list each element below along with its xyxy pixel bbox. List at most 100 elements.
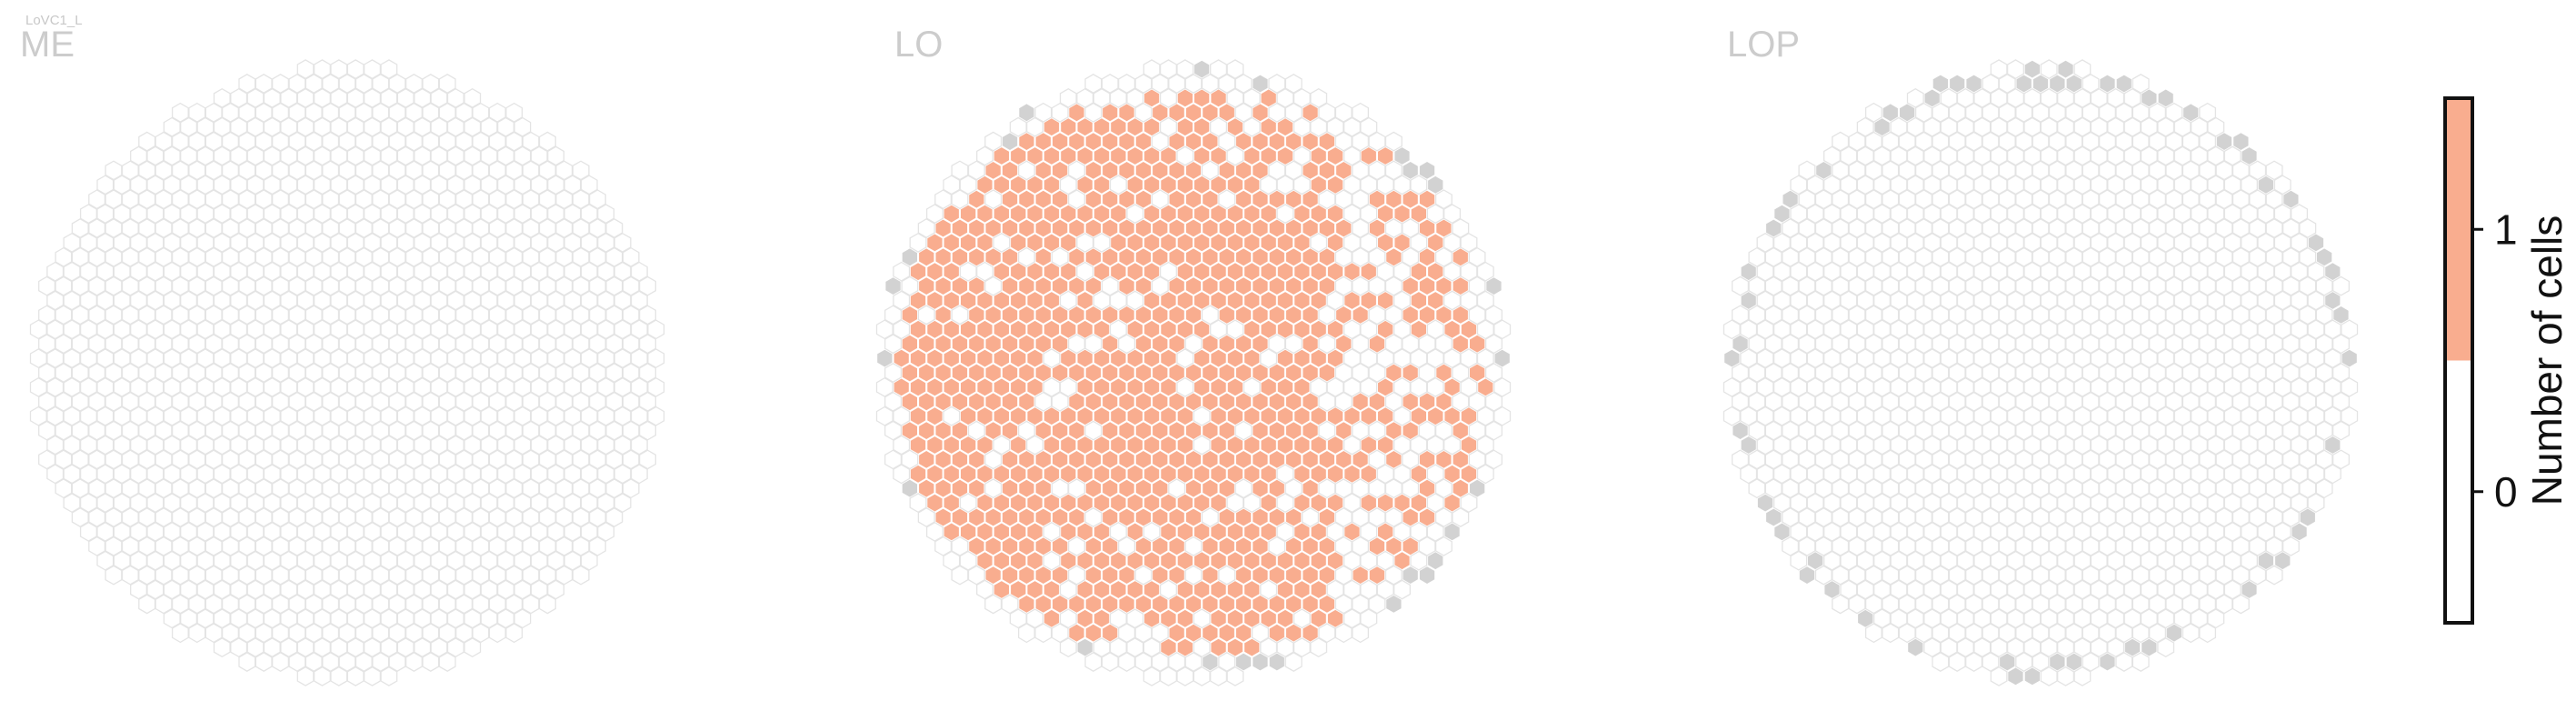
hex-cell-empty <box>2098 334 2116 355</box>
hex-cell-empty <box>1906 204 1924 225</box>
hex-cell-empty <box>2123 579 2142 600</box>
hex-cell-empty <box>1118 536 1136 556</box>
hex-cell-covered <box>1111 436 1126 454</box>
hex-cell-empty <box>1293 87 1311 108</box>
hex-cell-empty <box>238 536 256 556</box>
hex-cell-empty <box>1151 131 1169 152</box>
hex-cell-empty <box>438 363 456 383</box>
hex-cell-empty <box>1410 550 1428 571</box>
hex-cell-empty <box>884 449 903 470</box>
hex-cell-empty <box>2123 406 2142 426</box>
hex-cell-empty <box>2090 348 2108 369</box>
hex-cell-covered <box>1185 219 1202 237</box>
hex-cell-empty <box>1882 160 1900 181</box>
hex-cell-empty <box>2173 579 2192 600</box>
hex-cell-empty <box>388 536 406 556</box>
hex-cell-empty <box>1882 275 1900 296</box>
hex-cell-covered <box>1211 263 1226 281</box>
hex-cell-covered <box>1177 523 1193 541</box>
hex-cell-empty <box>2207 145 2225 166</box>
hex-cell-empty <box>1956 464 1974 485</box>
hex-cell-empty <box>464 637 482 658</box>
hex-cell-empty <box>647 319 665 340</box>
hex-cell-empty <box>547 550 564 571</box>
hex-cell-empty <box>380 59 398 80</box>
hex-cell-empty <box>1873 232 1892 253</box>
hex-cell-empty <box>1732 275 1750 296</box>
hex-cell-covered <box>1478 378 1493 396</box>
hex-cell-empty <box>1326 521 1344 542</box>
hex-cell-empty <box>96 550 115 571</box>
colorbar-frame <box>2443 96 2474 625</box>
hex-cell-boundary <box>877 349 893 367</box>
hex-cell-empty <box>255 363 273 383</box>
hex-cell-empty <box>2140 579 2158 600</box>
hex-cell-empty <box>580 435 598 456</box>
hex-cell-empty <box>2090 232 2108 253</box>
hex-cell-covered <box>1319 566 1334 584</box>
hex-cell-empty <box>88 507 106 527</box>
hex-cell-empty <box>2331 449 2350 470</box>
hex-cell-empty <box>305 507 323 527</box>
hex-cell-empty <box>2082 334 2100 355</box>
hex-cell-covered <box>1194 89 1210 107</box>
hex-cell-covered <box>1069 508 1084 526</box>
hex-cell-empty <box>480 493 498 514</box>
hex-cell-covered <box>919 277 934 295</box>
hex-cell-covered <box>1319 596 1334 613</box>
hex-cell-empty <box>213 290 231 311</box>
hex-cell-empty <box>597 376 615 397</box>
hex-cell-empty <box>2082 275 2100 296</box>
hex-cell-empty <box>1782 363 1800 383</box>
hex-cell-empty <box>105 246 123 267</box>
hex-cell-empty <box>2173 435 2192 456</box>
hex-cell-empty <box>2140 608 2158 629</box>
hex-cell-empty <box>171 565 189 586</box>
hex-cell-empty <box>1426 348 1444 369</box>
hex-cell-empty <box>1384 131 1403 152</box>
hex-cell-empty <box>346 59 364 80</box>
hex-cell-covered <box>1169 624 1184 642</box>
hex-cell-empty <box>404 189 423 210</box>
hex-cell-empty <box>313 550 331 571</box>
hex-cell-empty <box>564 348 582 369</box>
hex-cell-empty <box>346 464 364 485</box>
hex-cell-empty <box>338 74 356 94</box>
hex-cell-boundary <box>1732 335 1748 353</box>
hex-cell-empty <box>893 319 911 340</box>
hex-cell-empty <box>1990 87 2008 108</box>
hex-cell-empty <box>1176 59 1194 80</box>
hex-cell-empty <box>1873 521 1892 542</box>
hex-cell-empty <box>446 493 464 514</box>
hex-cell-empty <box>338 305 356 325</box>
hex-cell-empty <box>438 594 456 615</box>
hex-cell-covered <box>1369 190 1385 208</box>
hex-cell-empty <box>354 536 373 556</box>
hex-cell-covered <box>993 147 1009 165</box>
hex-cell-empty <box>1310 116 1328 137</box>
hex-cell-empty <box>2132 420 2150 441</box>
hex-cell-empty <box>1848 536 1866 556</box>
hex-cell-empty <box>1452 391 1470 412</box>
hex-cell-empty <box>1956 116 1974 137</box>
hex-cell-covered <box>1002 248 1018 266</box>
hex-cell-empty <box>1368 131 1386 152</box>
hex-cell-covered <box>1453 248 1468 266</box>
hex-cell-empty <box>263 319 281 340</box>
hex-cell-empty <box>180 550 198 571</box>
hex-cell-empty <box>555 507 574 527</box>
hex-cell-empty <box>155 246 173 267</box>
hex-cell-empty <box>564 406 582 426</box>
hex-cell-empty <box>630 261 648 282</box>
hex-cell-empty <box>1890 204 1908 225</box>
hex-cell-empty <box>380 348 398 369</box>
hex-cell-covered <box>1035 133 1051 150</box>
hex-cell-empty <box>404 275 423 296</box>
hex-cell-empty <box>2182 246 2200 267</box>
hex-cell-covered <box>1194 118 1210 136</box>
hex-cell-empty <box>438 565 456 586</box>
hex-cell-empty <box>2040 608 2058 629</box>
hex-cell-empty <box>2215 507 2233 527</box>
hex-cell-covered <box>1261 378 1276 396</box>
hex-cell-empty <box>505 449 524 470</box>
